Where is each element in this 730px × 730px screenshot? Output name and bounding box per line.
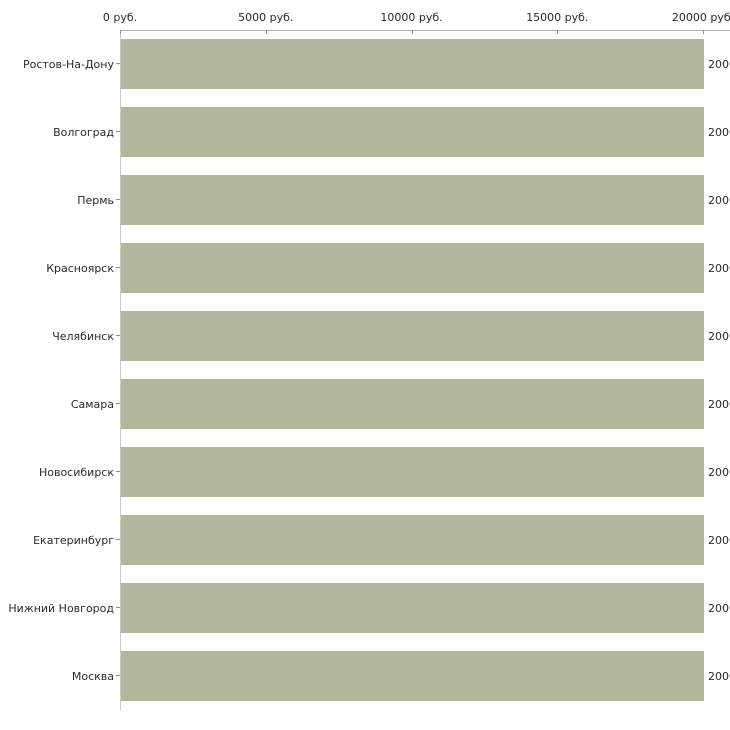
bar [121, 311, 704, 361]
bar-row: Москва 20000 [0, 642, 730, 710]
x-tick-label: 10000 руб. [380, 11, 443, 24]
bar [121, 175, 704, 225]
bar-row: Красноярск 20000 [0, 234, 730, 302]
bar-row: Екатеринбург 20000 [0, 506, 730, 574]
x-tick-mark [120, 30, 121, 34]
y-tick-mark [116, 675, 120, 676]
x-tick-label: 20000 руб. [671, 11, 730, 24]
y-tick-mark [116, 267, 120, 268]
value-label: 20000 [708, 58, 730, 71]
bar [121, 651, 704, 701]
y-tick-mark [116, 607, 120, 608]
y-tick-mark [116, 539, 120, 540]
category-label: Москва [71, 670, 114, 683]
x-tick-mark [411, 30, 413, 34]
bar-row: Волгоград 20000 [0, 98, 730, 166]
bar-row: Пермь 20000 [0, 166, 730, 234]
value-label: 20000 [708, 602, 730, 615]
value-label: 20000 [708, 466, 730, 479]
category-label: Пермь [77, 194, 114, 207]
category-label: Самара [70, 398, 114, 411]
bar-row: Ростов-На-Дону 20000 [0, 30, 730, 98]
value-label: 20000 [708, 262, 730, 275]
y-tick-mark [116, 63, 120, 64]
x-tick-mark [265, 30, 267, 34]
value-label: 20000 [708, 330, 730, 343]
y-tick-mark [116, 131, 120, 132]
bar [121, 379, 704, 429]
bar [121, 39, 704, 89]
bar [121, 243, 704, 293]
category-label: Новосибирск [38, 466, 114, 479]
x-tick-label: 15000 руб. [526, 11, 589, 24]
value-label: 20000 [708, 398, 730, 411]
y-axis-line [120, 30, 121, 710]
bar-row: Нижний Новгород 20000 [0, 574, 730, 642]
y-tick-mark [116, 403, 120, 404]
x-tick-label: 0 руб. [102, 11, 138, 24]
x-tick-label: 5000 руб. [238, 11, 294, 24]
bar-rows: Ростов-На-Дону 20000 Волгоград 20000 Пермь 20… [0, 30, 730, 710]
bar [121, 447, 704, 497]
value-label: 20000 [708, 194, 730, 207]
y-tick-mark [116, 471, 120, 472]
x-tick-mark [557, 30, 559, 34]
x-tick-mark [703, 30, 704, 34]
bar [121, 107, 704, 157]
value-label: 20000 [708, 670, 730, 683]
value-label: 20000 [708, 534, 730, 547]
category-label: Екатеринбург [33, 534, 114, 547]
x-axis-line [120, 30, 730, 31]
y-tick-mark [116, 335, 120, 336]
value-label: 20000 [708, 126, 730, 139]
bar-row: Самара 20000 [0, 370, 730, 438]
y-tick-mark [116, 199, 120, 200]
category-label: Ростов-На-Дону [22, 58, 114, 71]
bar [121, 515, 704, 565]
bar-row: Новосибирск 20000 [0, 438, 730, 506]
category-label: Красноярск [46, 262, 114, 275]
bar-row: Челябинск 20000 [0, 302, 730, 370]
category-label: Челябинск [52, 330, 114, 343]
category-label: Нижний Новгород [8, 602, 114, 615]
category-label: Волгоград [53, 126, 114, 139]
bar [121, 583, 704, 633]
